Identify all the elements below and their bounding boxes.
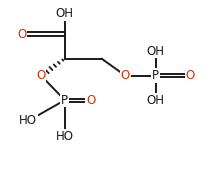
Text: O: O: [17, 28, 26, 40]
Text: OH: OH: [146, 45, 165, 57]
Text: P: P: [152, 69, 159, 82]
Text: O: O: [86, 94, 95, 107]
Text: OH: OH: [56, 7, 74, 20]
Text: OH: OH: [146, 94, 165, 107]
Text: O: O: [121, 69, 130, 82]
Text: HO: HO: [19, 115, 37, 127]
Text: HO: HO: [56, 130, 74, 143]
Text: P: P: [61, 94, 68, 107]
Text: O: O: [37, 69, 46, 82]
Text: O: O: [186, 69, 195, 82]
